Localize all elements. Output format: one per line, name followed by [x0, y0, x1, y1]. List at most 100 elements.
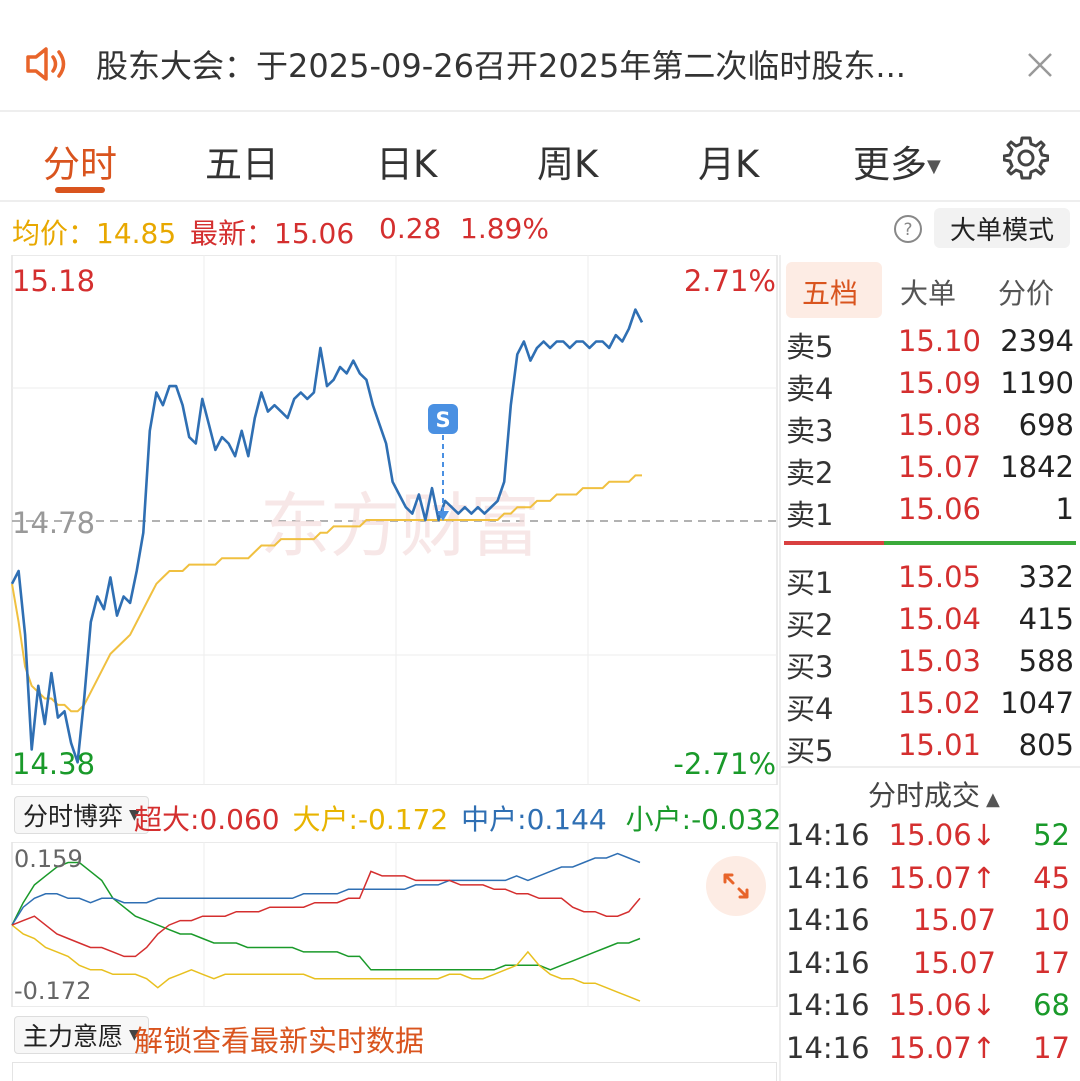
tab-five-day[interactable]: 五日 [205, 143, 279, 186]
order-tab-highlight [786, 262, 882, 318]
close-icon[interactable] [1026, 51, 1054, 79]
unlock-realtime-link[interactable]: 解锁查看最新实时数据 [134, 1024, 425, 1058]
flow-mode-label: 分时博弈 [23, 802, 124, 831]
trade-volume: 17 [1033, 1030, 1070, 1065]
latest-price-value: 15.06 [274, 217, 355, 250]
main-force-label: 主力意愿 [23, 1022, 124, 1051]
trade-time: 14:16 [786, 860, 870, 895]
caret-up-icon: ▲ [986, 789, 1000, 810]
flow-axis-high: 0.159 [14, 845, 83, 873]
trade-row[interactable]: 14:16 15.07↑ 17 [786, 1031, 1076, 1073]
trade-volume: 10 [1033, 903, 1070, 937]
tab-intraday[interactable]: 分时 [43, 143, 117, 186]
trade-time: 14:16 [786, 903, 870, 937]
bid-row[interactable]: 买5 15.01 805 [786, 728, 1074, 768]
avg-price: 均价：14.85 [12, 212, 176, 252]
trade-time: 14:16 [786, 1030, 870, 1065]
trades-title: 分时成交 [868, 779, 981, 812]
bid-row[interactable]: 买1 15.05 332 [786, 560, 1074, 600]
notice-text[interactable]: 股东大会：于2025-09-26召开2025年第二次临时股东... [96, 47, 906, 85]
svg-text:?: ? [903, 220, 912, 240]
intraday-price-chart[interactable]: 东方财富 S [0, 255, 780, 785]
large-value: -0.172 [357, 803, 449, 836]
trade-row[interactable]: 14:16 15.07 17 [786, 946, 1076, 988]
tab-more-label: 更多 [853, 143, 927, 186]
avg-price-value: 14.85 [96, 217, 177, 250]
avg-price-label: 均价： [12, 217, 97, 250]
ask-row[interactable]: 卖4 15.09 1190 [786, 366, 1074, 406]
trades-header[interactable]: 分时成交 ▲ [868, 774, 1000, 814]
trade-volume: 45 [1033, 860, 1070, 895]
trade-row[interactable]: 14:16 15.06↓ 52 [786, 818, 1076, 860]
ask-row[interactable]: 卖3 15.08 698 [786, 408, 1074, 448]
fund-flow-chart[interactable] [0, 842, 780, 1007]
big-order-mode-button[interactable]: 大单模式 [934, 208, 1070, 248]
bid-row[interactable]: 买2 15.04 415 [786, 602, 1074, 642]
medium-label: 中户: [461, 803, 527, 836]
price-line [10, 308, 644, 764]
trade-time: 14:16 [786, 988, 870, 1022]
active-tab-indicator [55, 187, 105, 193]
s-marker-label: S [435, 408, 450, 432]
trade-volume: 17 [1033, 945, 1070, 980]
price-change-pct: 1.89% [460, 212, 549, 245]
flow-mode-dropdown[interactable]: 分时博弈 ▼ [14, 796, 149, 834]
trade-price: 15.07↑ [888, 860, 996, 895]
flow-legend: 超大:0.060 大户:-0.172 中户:0.144 小户:-0.032 [134, 798, 781, 838]
speaker-icon [26, 47, 66, 81]
pct-low-label: -2.71% [673, 747, 776, 781]
trade-time: 14:16 [786, 818, 870, 852]
panel-divider [779, 255, 781, 1081]
ask-bid-bar-red [784, 541, 884, 545]
help-icon[interactable]: ? [893, 214, 923, 244]
caret-down-icon: ▼ [129, 807, 140, 823]
pct-high-label: 2.71% [683, 264, 776, 298]
caret-down-icon: ▼ [927, 156, 941, 177]
notice-bar[interactable]: 股东大会：于2025-09-26召开2025年第二次临时股东... [0, 18, 1080, 112]
tab-weekly-k[interactable]: 周K [537, 143, 599, 186]
trade-row[interactable]: 14:16 15.07↑ 45 [786, 861, 1076, 903]
tab-more[interactable]: 更多▼ [853, 134, 941, 188]
trade-volume: 68 [1033, 988, 1070, 1022]
ask-bid-bar-green [884, 541, 1076, 545]
expand-button[interactable] [706, 856, 766, 916]
super-value: 0.060 [199, 803, 280, 836]
small-label: 小户: [625, 803, 692, 836]
flow-axis-low: -0.172 [14, 977, 92, 1005]
expand-icon [723, 873, 749, 899]
avg-price-line [11, 474, 642, 713]
gear-icon[interactable] [1003, 135, 1049, 181]
tabs-divider [0, 200, 1080, 202]
bid-row[interactable]: 买3 15.03 588 [786, 644, 1074, 684]
tab-price-distribution[interactable]: 分价 [998, 277, 1055, 310]
caret-down-icon: ▼ [129, 1027, 140, 1043]
trade-price: 15.07 [912, 945, 996, 980]
tab-daily-k[interactable]: 日K [376, 143, 438, 186]
trade-price: 15.07↑ [888, 1030, 996, 1065]
price-high-label: 15.18 [12, 264, 96, 298]
large-flow-line [11, 924, 641, 1002]
ask-row[interactable]: 卖1 15.06 1 [786, 492, 1074, 532]
trade-row[interactable]: 14:16 15.07 10 [786, 903, 1076, 945]
price-low-label: 14.38 [12, 747, 96, 781]
ask-row[interactable]: 卖5 15.10 2394 [786, 324, 1074, 364]
main-force-chart [12, 1062, 777, 1081]
latest-price: 最新：15.06 [190, 212, 354, 252]
medium-value: 0.144 [526, 803, 607, 836]
main-force-dropdown[interactable]: 主力意愿 ▼ [14, 1016, 149, 1054]
trade-volume: 52 [1033, 818, 1070, 852]
trade-time: 14:16 [786, 945, 870, 980]
bid-row[interactable]: 买4 15.02 1047 [786, 686, 1074, 726]
tab-big-orders[interactable]: 大单 [900, 277, 957, 310]
trade-row[interactable]: 14:16 15.06↓ 68 [786, 988, 1076, 1030]
tab-five-levels[interactable]: 五档 [802, 277, 859, 310]
tab-monthly-k[interactable]: 月K [698, 143, 760, 186]
small-value: -0.032 [691, 803, 782, 836]
trade-price: 15.06↓ [888, 988, 996, 1022]
medium-flow-line [11, 852, 641, 926]
price-base-label: 14.78 [12, 506, 96, 540]
ask-row[interactable]: 卖2 15.07 1842 [786, 450, 1074, 490]
latest-price-label: 最新： [190, 217, 275, 250]
s-marker[interactable]: S [428, 404, 458, 521]
trades-divider [781, 766, 1080, 768]
